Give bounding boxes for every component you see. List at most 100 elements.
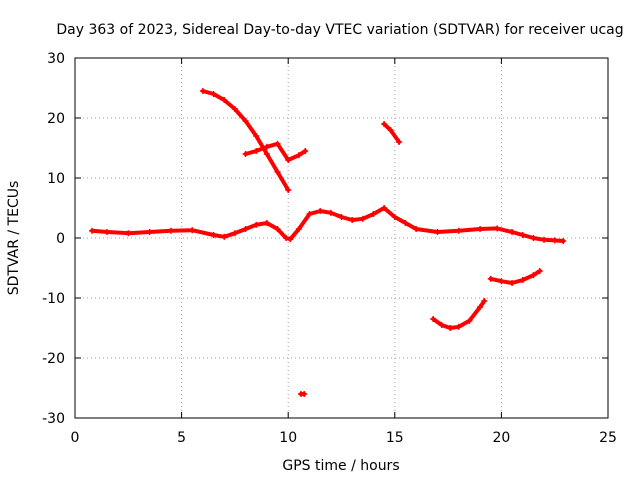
x-tick-labels: 0 5 10 15 20 25 xyxy=(71,430,617,446)
x-tick-label: 5 xyxy=(177,430,186,446)
data-point xyxy=(359,215,366,222)
data-point xyxy=(242,226,249,232)
data-point xyxy=(242,151,249,157)
data-point xyxy=(551,237,558,244)
data-point xyxy=(242,118,249,124)
series-line-arc-upper xyxy=(200,89,291,192)
series-dip-17-19 xyxy=(430,298,488,331)
data-point xyxy=(274,226,281,232)
y-tick-label: 30 xyxy=(47,51,65,67)
data-point xyxy=(519,232,526,238)
data-series xyxy=(89,88,567,397)
data-point xyxy=(231,106,238,112)
data-point xyxy=(477,226,484,232)
data-point xyxy=(494,225,501,232)
data-point xyxy=(447,325,454,331)
data-point xyxy=(302,148,309,154)
x-tick-label: 20 xyxy=(492,430,510,446)
data-point xyxy=(210,232,217,238)
y-tick-label: -20 xyxy=(42,351,65,367)
data-point xyxy=(530,272,537,279)
y-tick-label: -30 xyxy=(42,411,65,427)
data-point xyxy=(438,322,445,328)
data-point xyxy=(253,221,260,228)
y-tick-labels: -30 -20 -10 0 10 20 30 xyxy=(42,51,65,427)
data-point xyxy=(349,217,356,223)
data-point xyxy=(509,280,516,286)
data-point xyxy=(327,209,334,216)
data-point xyxy=(387,127,394,133)
series-line-loop-segment xyxy=(243,141,308,162)
series-loop-segment xyxy=(242,140,309,163)
series-segment-15 xyxy=(381,121,403,145)
data-point xyxy=(283,235,290,241)
data-point xyxy=(263,151,270,157)
x-tick-label: 10 xyxy=(279,430,297,446)
grid xyxy=(75,58,608,418)
series-line-main-band xyxy=(90,206,566,243)
data-point xyxy=(210,91,217,97)
series-point-10-7 xyxy=(297,391,308,397)
data-point xyxy=(430,316,437,322)
data-point xyxy=(487,275,494,282)
data-point xyxy=(519,277,526,283)
data-point xyxy=(221,97,228,103)
data-point xyxy=(413,226,420,232)
data-point xyxy=(530,235,537,241)
series-arc-20-22 xyxy=(487,268,543,286)
data-point xyxy=(317,208,324,214)
data-point xyxy=(263,220,270,226)
data-point xyxy=(481,298,488,304)
data-point xyxy=(167,227,174,234)
data-point xyxy=(285,157,292,163)
data-point xyxy=(370,211,377,217)
data-point xyxy=(125,230,132,237)
series-line-segment-15 xyxy=(382,122,402,144)
data-point xyxy=(263,143,270,150)
data-point xyxy=(498,278,505,285)
data-point xyxy=(466,317,473,324)
data-point xyxy=(253,148,260,154)
data-point xyxy=(536,268,543,274)
x-tick-label: 25 xyxy=(599,430,617,446)
data-point xyxy=(295,226,302,232)
data-point xyxy=(541,236,548,243)
data-point xyxy=(285,187,292,193)
y-axis-label: SDTVAR / TECUs xyxy=(6,181,22,296)
x-tick-label: 0 xyxy=(71,430,80,446)
series-main-band xyxy=(89,205,567,244)
data-point xyxy=(189,227,196,234)
data-point xyxy=(253,133,260,139)
data-point xyxy=(560,238,567,244)
data-point xyxy=(455,323,462,330)
x-tick-label: 15 xyxy=(386,430,404,446)
axis-ticks xyxy=(74,57,609,419)
series-line-arc-20-22 xyxy=(488,269,542,285)
data-point xyxy=(301,391,308,397)
data-point xyxy=(477,304,484,310)
data-point xyxy=(306,211,313,217)
data-point xyxy=(274,140,281,147)
y-tick-label: 0 xyxy=(56,231,65,247)
series-arc-upper xyxy=(199,88,292,193)
data-point xyxy=(103,229,110,235)
data-point xyxy=(287,236,294,243)
data-point xyxy=(338,214,345,220)
data-point xyxy=(381,121,388,127)
data-point xyxy=(221,233,228,240)
y-tick-label: -10 xyxy=(42,291,65,307)
data-point xyxy=(396,139,403,145)
data-point xyxy=(274,169,281,175)
y-tick-label: 20 xyxy=(47,111,65,127)
x-axis-label: GPS time / hours xyxy=(282,458,399,474)
data-point xyxy=(509,229,516,235)
data-point xyxy=(381,205,388,211)
data-point xyxy=(434,229,441,235)
data-point xyxy=(402,220,409,226)
data-point xyxy=(146,229,153,235)
data-point xyxy=(455,227,462,234)
data-point xyxy=(199,88,206,94)
data-point xyxy=(391,214,398,220)
data-point xyxy=(295,152,302,159)
